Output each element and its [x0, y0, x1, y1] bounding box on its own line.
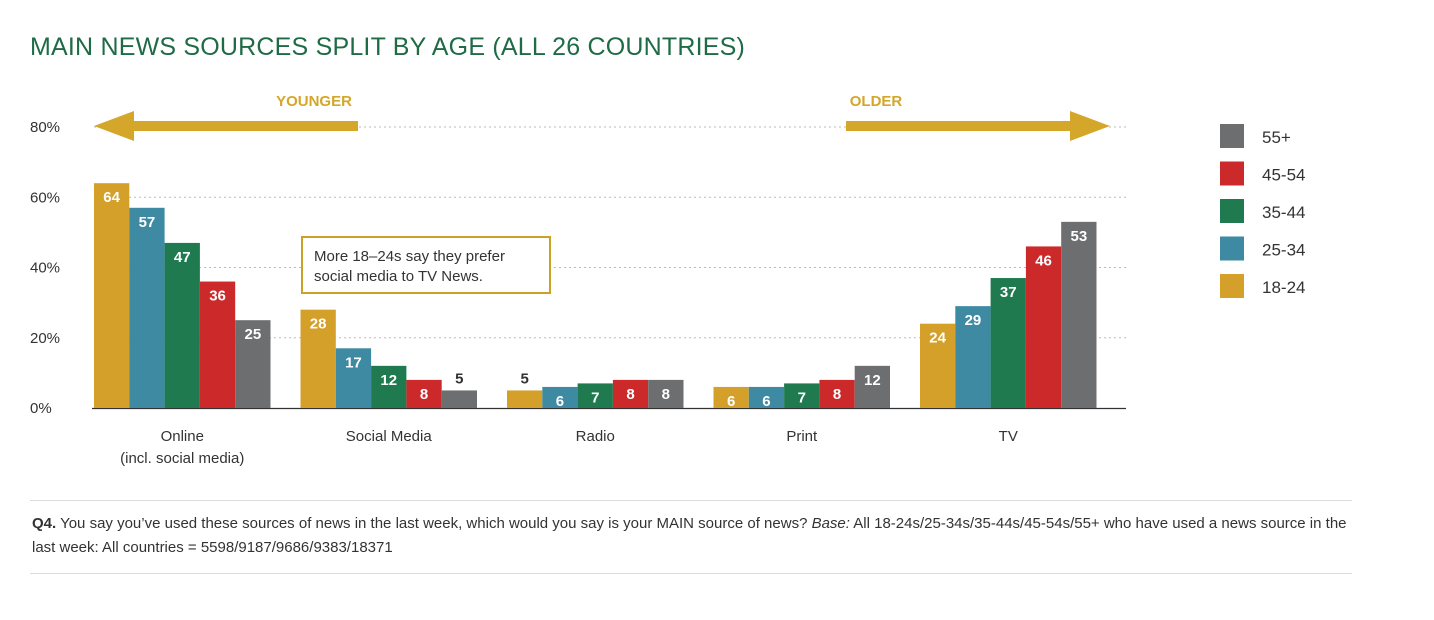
bar-45-54 [199, 281, 236, 408]
younger-arrow: YOUNGER [94, 93, 358, 141]
bar-18-24 [920, 323, 956, 408]
legend-swatch-45-54 [1220, 161, 1244, 186]
older-arrow: OLDER [846, 93, 1110, 141]
legend-swatch-55+ [1220, 124, 1244, 148]
bar-value-label: 57 [139, 214, 156, 231]
bar-35-44 [784, 383, 820, 408]
bar-35-44 [990, 278, 1026, 408]
bar-45-54 [819, 379, 855, 408]
bar-55+ [648, 379, 684, 408]
legend-swatch-35-44 [1220, 199, 1244, 223]
bar-value-label: 7 [798, 389, 806, 406]
x-tick-label-line2: (incl. social media) [120, 450, 244, 467]
x-tick-label: Online [161, 428, 204, 445]
callout-line-1: More 18–24s say they prefer [314, 248, 505, 265]
y-tick-label: 40% [30, 260, 60, 277]
x-tick-label: Print [786, 428, 818, 445]
y-tick-label: 80% [30, 119, 60, 136]
callout-box [301, 236, 551, 294]
bar-value-label: 36 [209, 288, 226, 305]
callout-line-2: social media to TV News. [314, 268, 483, 285]
bar-value-label: 24 [929, 330, 946, 347]
bar-value-label: 12 [380, 372, 397, 389]
legend-label-45-54: 45-54 [1262, 166, 1305, 185]
bar-value-label: 29 [965, 312, 982, 329]
legend-label-25-34: 25-34 [1262, 241, 1305, 260]
bar-45-54 [612, 379, 649, 408]
bar-25-34 [335, 348, 372, 408]
bar-55+ [235, 320, 271, 408]
bar-value-label: 5 [455, 370, 463, 387]
legend-label-35-44: 35-44 [1262, 203, 1305, 222]
bar-18-24 [300, 309, 336, 408]
bar-18-24 [507, 390, 543, 408]
bar-18-24 [713, 386, 749, 408]
bar-chart: 0%20%40%60%80% YOUNGER OLDER 64574736252… [30, 93, 1305, 467]
question-label: Q4. [32, 515, 57, 532]
bar-25-34 [955, 306, 991, 408]
bar-18-24 [94, 183, 130, 408]
category-labels: Online (incl. social media) Social Media Ra… [120, 428, 1018, 467]
bar-value-label: 8 [833, 386, 841, 403]
bar-55+ [441, 390, 477, 408]
callout: More 18–24s say they prefer social media… [301, 236, 551, 294]
chart-title: MAIN NEWS SOURCES SPLIT BY AGE (ALL 26 C… [30, 33, 746, 61]
legend-label-18-24: 18-24 [1262, 278, 1305, 297]
bar-value-label: 46 [1035, 252, 1052, 269]
bars: 64 57 47 36 25 28 17 12 8 5 5 6 7 8 8 6 6 7 8 12 24 29 37 46 53 [94, 183, 1097, 410]
y-axis: 0% 20% 40% 60% 80% [30, 119, 1126, 417]
bar-value-label: 6 [556, 393, 564, 410]
legend-label-55+: 55+ [1262, 128, 1291, 147]
bar-55+ [854, 365, 890, 408]
x-tick-label: Radio [576, 428, 615, 445]
bar-value-label: 47 [174, 249, 191, 266]
x-tick-label: Social Media [346, 428, 433, 445]
footnote: Q4. You say you’ve used these sources of… [32, 512, 1352, 560]
bar-value-label: 17 [345, 354, 362, 371]
bar-value-label: 8 [420, 386, 428, 403]
y-tick-label: 20% [30, 330, 60, 347]
bar-35-44 [371, 365, 407, 408]
base-text: All 18-24s/25-34s/35-44s/45-54s/55+ who … [32, 515, 1347, 556]
bar-value-label: 12 [864, 372, 881, 389]
bar-45-54 [1025, 246, 1062, 408]
bar-35-44 [164, 242, 200, 408]
bar-value-label: 8 [662, 386, 670, 403]
bar-value-label: 6 [727, 393, 735, 410]
bar-25-34 [129, 207, 165, 408]
base-label: Base: [811, 515, 850, 532]
y-tick-label: 60% [30, 189, 60, 206]
divider-top [30, 500, 1352, 501]
legend-swatch-25-34 [1220, 236, 1244, 261]
divider-bottom [30, 573, 1352, 574]
bar-value-label: 53 [1071, 228, 1088, 245]
right-arrow-icon [846, 111, 1110, 141]
bar-value-label: 64 [103, 189, 120, 206]
legend-swatch-18-24 [1220, 274, 1244, 298]
y-tick-label: 0% [30, 400, 52, 417]
bar-45-54 [406, 379, 442, 408]
bar-35-44 [577, 383, 613, 408]
bar-value-label: 28 [310, 316, 327, 333]
x-tick-label: TV [999, 428, 1018, 445]
bar-55+ [1061, 221, 1097, 408]
legend: 55+ 45-54 35-44 25-34 18-24 [1220, 124, 1305, 298]
younger-label: YOUNGER [276, 93, 352, 110]
older-label: OLDER [850, 93, 903, 110]
bar-value-label: 5 [520, 370, 528, 387]
bar-25-34 [748, 386, 785, 408]
left-arrow-icon [94, 111, 358, 141]
bar-value-label: 6 [762, 393, 770, 410]
bar-value-label: 37 [1000, 284, 1017, 301]
bar-value-label: 25 [245, 326, 262, 343]
bar-25-34 [542, 386, 578, 408]
bar-value-label: 8 [626, 386, 634, 403]
bar-value-label: 7 [591, 389, 599, 406]
question-text: You say you’ve used these sources of new… [56, 515, 812, 532]
